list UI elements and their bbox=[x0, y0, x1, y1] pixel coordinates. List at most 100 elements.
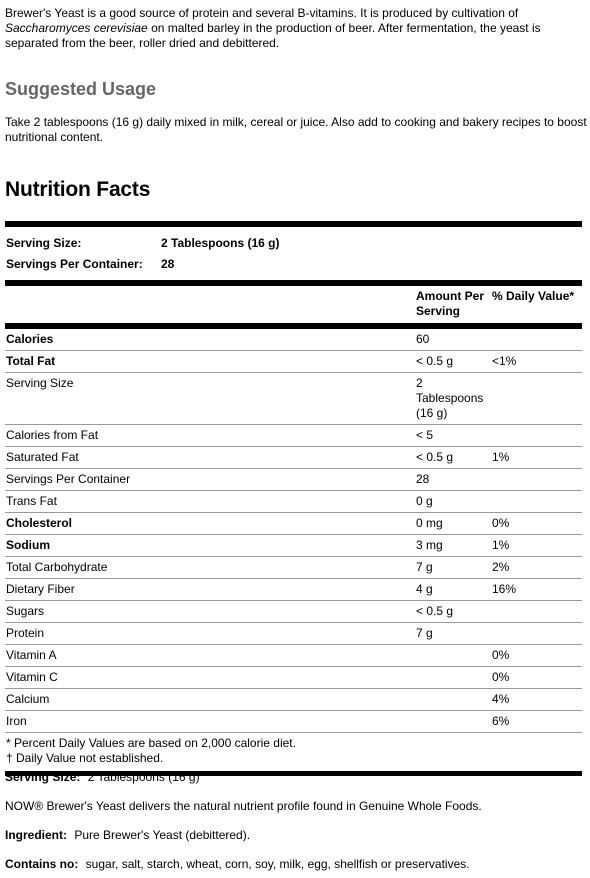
nutrition-panel: Serving Size: 2 Tablespoons (16 g) Servin… bbox=[5, 221, 582, 776]
nutrition-table: Amount Per Serving % Daily Value* bbox=[5, 286, 582, 323]
nutrient-name: Sugars bbox=[5, 600, 415, 623]
nutrient-row: Total Carbohydrate 7 g 2% bbox=[5, 556, 582, 579]
nutrient-name: Saturated Fat bbox=[5, 446, 415, 469]
value: 2 Tablespoons (16 g) bbox=[161, 236, 280, 250]
value: 28 bbox=[161, 257, 175, 271]
nutrient-dv: <1% bbox=[491, 350, 582, 373]
nutrient-dv bbox=[491, 329, 582, 351]
nutrient-dv bbox=[491, 622, 582, 645]
nutrient-name: Cholesterol bbox=[5, 512, 415, 535]
nutrient-name: Dietary Fiber bbox=[5, 578, 415, 601]
intro: Brewer's Yeast is a good source of prote… bbox=[5, 6, 585, 51]
nutrient-name: Calcium bbox=[5, 688, 415, 711]
nutrient-name: Total Fat bbox=[5, 350, 415, 373]
intro-text: on malted barley in the production of be… bbox=[5, 21, 541, 50]
nutrient-dv bbox=[491, 468, 582, 491]
serving-info: Serving Size: 2 Tablespoons (16 g) Servin… bbox=[5, 221, 582, 280]
detail-serving: Serving Size: 2 Tablespoons (16 g) bbox=[5, 770, 585, 784]
nutrition-title: Nutrition Facts bbox=[5, 178, 151, 201]
nutrient-row: Calories from Fat < 5 bbox=[5, 424, 582, 447]
intro-species: Saccharomyces cerevisiae bbox=[5, 21, 148, 35]
nutrient-dv bbox=[491, 424, 582, 447]
label: Ingredient: bbox=[5, 828, 67, 842]
servings-per-container: Servings Per Container: 28 bbox=[6, 254, 581, 275]
nutrient-amount: 28 bbox=[415, 468, 491, 491]
intro-text: Brewer's Yeast is a good source of prote… bbox=[5, 6, 519, 20]
value: 2 Tablespoons (16 g) bbox=[87, 770, 200, 784]
usage-text: Take 2 tablespoons (16 g) daily mixed in… bbox=[5, 115, 587, 144]
label: Serving Size: bbox=[5, 770, 81, 784]
nutrient-dv: 4% bbox=[491, 688, 582, 711]
nutrient-row: Servings Per Container 28 bbox=[5, 468, 582, 491]
nutrient-name: Calories bbox=[5, 329, 415, 351]
value: Pure Brewer's Yeast (debittered). bbox=[74, 828, 251, 842]
header-cell: % Daily Value* bbox=[492, 289, 575, 303]
nutrient-amount: 2 Tablespoons (16 g) bbox=[415, 372, 491, 425]
nutrient-name: Vitamin A bbox=[5, 644, 415, 667]
detail-ingredient: Ingredient: Pure Brewer's Yeast (debitte… bbox=[5, 828, 585, 842]
nutrient-row: Dietary Fiber 4 g 16% bbox=[5, 578, 582, 601]
nutrient-dv: 16% bbox=[491, 578, 582, 601]
nutrient-dv: 6% bbox=[491, 710, 582, 733]
label: Contains no: bbox=[5, 857, 79, 871]
table-body: Calories 60 Total Fat < 0.5 g <1% Serving Siz… bbox=[5, 329, 582, 733]
footnotes: * Percent Daily Values are based on 2,00… bbox=[5, 733, 582, 776]
nutrient-row: Sodium 3 mg 1% bbox=[5, 534, 582, 557]
header-row: Amount Per Serving % Daily Value* bbox=[5, 286, 582, 323]
value: sugar, salt, starch, wheat, corn, soy, m… bbox=[85, 857, 470, 871]
nutrient-name: Sodium bbox=[5, 534, 415, 557]
nutrient-amount bbox=[415, 666, 491, 689]
cell bbox=[5, 286, 415, 323]
nutrient-amount: 60 bbox=[415, 329, 491, 351]
nutrient-name: Serving Size bbox=[5, 372, 415, 425]
nutrient-name: Iron bbox=[5, 710, 415, 733]
nutrient-dv: 1% bbox=[491, 534, 582, 557]
nutrient-dv: 0% bbox=[491, 666, 582, 689]
nutrient-amount: 7 g bbox=[415, 556, 491, 579]
nutrient-amount: 7 g bbox=[415, 622, 491, 645]
label: Serving Size: bbox=[6, 236, 82, 250]
nutrient-dv: 0% bbox=[491, 512, 582, 535]
detail-statement: NOW® Brewer's Yeast delivers the natural… bbox=[5, 799, 482, 813]
nutrition-table-body: Calories 60 Total Fat < 0.5 g <1% Serving Siz… bbox=[5, 329, 582, 733]
nutrient-name: Protein bbox=[5, 622, 415, 645]
nutrient-row: Sugars < 0.5 g bbox=[5, 600, 582, 623]
nutrient-amount bbox=[415, 710, 491, 733]
usage-heading: Suggested Usage bbox=[5, 79, 157, 99]
divider bbox=[5, 280, 582, 286]
nutrient-amount: 4 g bbox=[415, 578, 491, 601]
table-header: Amount Per Serving % Daily Value* bbox=[5, 286, 582, 323]
nutrient-dv: 1% bbox=[491, 446, 582, 469]
nutrient-dv: 2% bbox=[491, 556, 582, 579]
nutrient-row: Serving Size 2 Tablespoons (16 g) bbox=[5, 372, 582, 425]
nutrient-name: Total Carbohydrate bbox=[5, 556, 415, 579]
nutrient-name: Calories from Fat bbox=[5, 424, 415, 447]
nutrient-amount: 3 mg bbox=[415, 534, 491, 557]
nutrient-amount: < 0.5 g bbox=[415, 350, 491, 373]
nutrient-dv: 0% bbox=[491, 644, 582, 667]
nutrient-dv bbox=[491, 600, 582, 623]
nutrient-amount: 0 g bbox=[415, 490, 491, 513]
serving-size: Serving Size: 2 Tablespoons (16 g) bbox=[6, 233, 581, 254]
nutrient-amount bbox=[415, 688, 491, 711]
nutrient-name: Trans Fat bbox=[5, 490, 415, 513]
nutrient-row: Calcium 4% bbox=[5, 688, 582, 711]
nutrient-dv bbox=[491, 372, 582, 425]
nutrient-row: Saturated Fat < 0.5 g 1% bbox=[5, 446, 582, 469]
header-cell: Amount Per Serving bbox=[416, 289, 485, 318]
label: Servings Per Container: bbox=[6, 257, 143, 271]
nutrient-row: Vitamin A 0% bbox=[5, 644, 582, 667]
footnote: * Percent Daily Values are based on 2,00… bbox=[6, 736, 296, 750]
nutrient-name: Vitamin C bbox=[5, 666, 415, 689]
nutrient-amount bbox=[415, 644, 491, 667]
nutrient-row: Vitamin C 0% bbox=[5, 666, 582, 689]
nutrient-amount: < 5 bbox=[415, 424, 491, 447]
nutrient-row: Calories 60 bbox=[5, 329, 582, 351]
nutrient-dv bbox=[491, 490, 582, 513]
nutrient-row: Total Fat < 0.5 g <1% bbox=[5, 350, 582, 373]
nutrient-row: Cholesterol 0 mg 0% bbox=[5, 512, 582, 535]
nutrient-row: Iron 6% bbox=[5, 710, 582, 733]
nutrient-name: Servings Per Container bbox=[5, 468, 415, 491]
nutrient-row: Trans Fat 0 g bbox=[5, 490, 582, 513]
detail-contains: Contains no: sugar, salt, starch, wheat,… bbox=[5, 857, 585, 871]
